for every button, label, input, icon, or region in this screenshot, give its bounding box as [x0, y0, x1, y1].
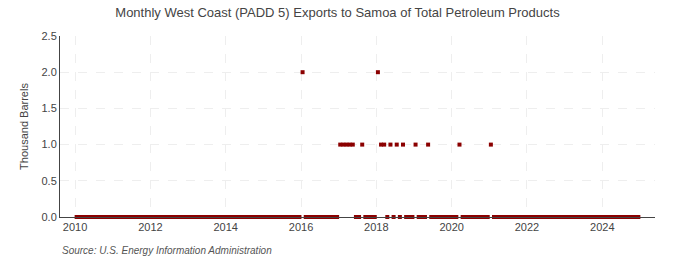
svg-text:Thousand Barrels: Thousand Barrels — [18, 83, 30, 170]
svg-text:2012: 2012 — [138, 221, 162, 233]
svg-text:2.5: 2.5 — [42, 30, 57, 42]
svg-text:2020: 2020 — [439, 221, 463, 233]
svg-text:1.5: 1.5 — [42, 102, 57, 114]
svg-text:2016: 2016 — [289, 221, 313, 233]
svg-text:2.0: 2.0 — [42, 66, 57, 78]
svg-text:2022: 2022 — [515, 221, 539, 233]
svg-text:2010: 2010 — [63, 221, 87, 233]
svg-text:2014: 2014 — [213, 221, 237, 233]
svg-text:0.0: 0.0 — [42, 211, 57, 223]
svg-text:Monthly West Coast (PADD 5) Ex: Monthly West Coast (PADD 5) Exports to S… — [115, 5, 560, 20]
svg-text:2018: 2018 — [364, 221, 388, 233]
svg-text:2024: 2024 — [590, 221, 614, 233]
svg-text:Source: U.S. Energy Informatio: Source: U.S. Energy Information Administ… — [62, 245, 272, 256]
svg-text:0.5: 0.5 — [42, 175, 57, 187]
svg-text:1.0: 1.0 — [42, 138, 57, 150]
